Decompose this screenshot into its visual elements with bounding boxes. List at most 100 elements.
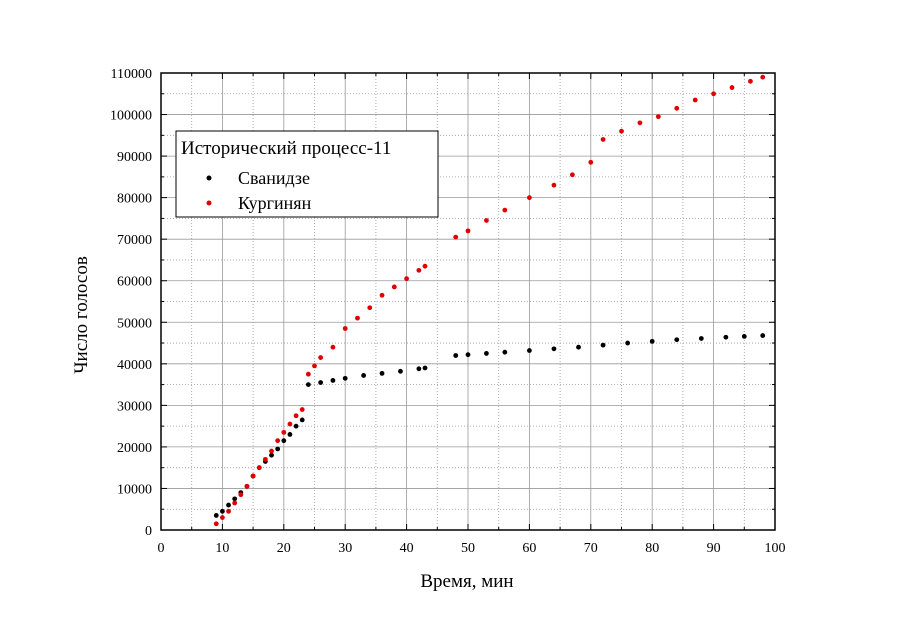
data-point [299,417,305,423]
y-axis-title: Число голосов [71,256,92,374]
data-point [355,315,360,321]
data-point [625,340,631,346]
data-point [674,337,680,343]
data-point [416,267,422,273]
data-point [416,366,422,372]
data-point [551,182,557,188]
data-point [502,207,508,213]
legend-box [175,130,439,218]
data-point [453,353,459,358]
data-point [293,423,299,429]
data-point [484,351,489,356]
data-point [453,234,459,240]
data-point [305,382,311,387]
axis-ticks: 0 10 20 30 40 50 60 70 80 90 100 0 10000 20000 30000 40… [110,67,786,556]
y-tick-label: 30000 [117,399,152,414]
x-tick-label: 80 [645,541,659,556]
y-tick-label: 60000 [117,275,152,290]
data-point [741,333,747,339]
data-point [244,483,250,489]
data-point [213,513,219,518]
data-point [569,172,575,178]
data-point [600,137,606,142]
data-point [619,128,624,134]
data-point [379,292,385,298]
data-point [465,228,471,234]
x-tick-label: 100 [765,541,786,556]
data-point [422,365,428,371]
legend-label-svanidze: Сванидзе [238,168,310,188]
x-tick-label: 90 [707,541,721,556]
y-tick-label: 20000 [117,441,152,456]
data-point [576,344,581,350]
y-tick-label: 70000 [117,233,152,248]
data-point [220,508,225,514]
y-tick-label: 90000 [117,150,152,165]
data-point [711,91,716,97]
data-point [342,326,348,331]
x-axis-title: Время, мин [420,571,513,592]
y-tick-label: 10000 [117,482,152,497]
legend-title: Исторический процесс-11 [181,138,391,159]
data-point [404,276,409,282]
data-point [312,363,317,369]
data-point [287,421,293,427]
y-tick-label: 80000 [117,192,152,207]
data-point [262,456,268,462]
data-point [250,473,256,479]
data-point [226,502,231,508]
data-point [318,355,324,360]
data-point [293,413,299,419]
data-point [698,336,704,341]
data-point [213,521,219,527]
data-point [361,373,367,378]
data-point [723,334,729,340]
data-point [674,105,680,111]
x-tick-label: 40 [400,541,414,556]
y-tick-label: 40000 [117,358,152,373]
data-point [226,508,231,514]
x-tick-label: 60 [522,541,536,556]
data-point [748,78,753,84]
y-tick-label: 0 [145,524,152,539]
data-point [275,438,281,444]
data-point [729,85,735,90]
legend-label-kurginyan: Кургинян [238,193,312,213]
legend: Исторический процесс-11 Сванидзе Кургиня… [175,130,439,218]
data-point [299,407,305,412]
data-point [281,429,287,435]
data-point [269,452,274,458]
data-point [465,352,471,358]
data-point [330,344,336,350]
data-point [588,159,594,165]
data-point [391,284,397,290]
data-point [330,378,336,383]
data-point [422,263,428,269]
data-point [305,371,311,377]
data-point [760,74,766,80]
data-point [281,438,287,444]
data-point [655,114,661,120]
x-tick-label: 30 [338,541,352,556]
x-tick-label: 50 [461,541,475,556]
legend-marker-svanidze [206,175,212,181]
data-point [367,305,373,311]
data-point [600,342,606,348]
data-point [527,348,532,353]
data-point [342,375,348,381]
data-point [637,120,643,126]
x-tick-label: 10 [215,541,229,556]
data-point [398,368,403,374]
data-point [527,195,532,201]
data-point [256,465,262,471]
y-tick-label: 100000 [110,109,152,124]
data-points [213,74,766,527]
x-tick-label: 70 [584,541,598,556]
data-point [238,492,244,498]
series-kurginyan [213,74,766,527]
data-point [318,380,324,385]
data-point [551,346,557,352]
data-point [484,218,489,223]
data-point [760,333,766,338]
